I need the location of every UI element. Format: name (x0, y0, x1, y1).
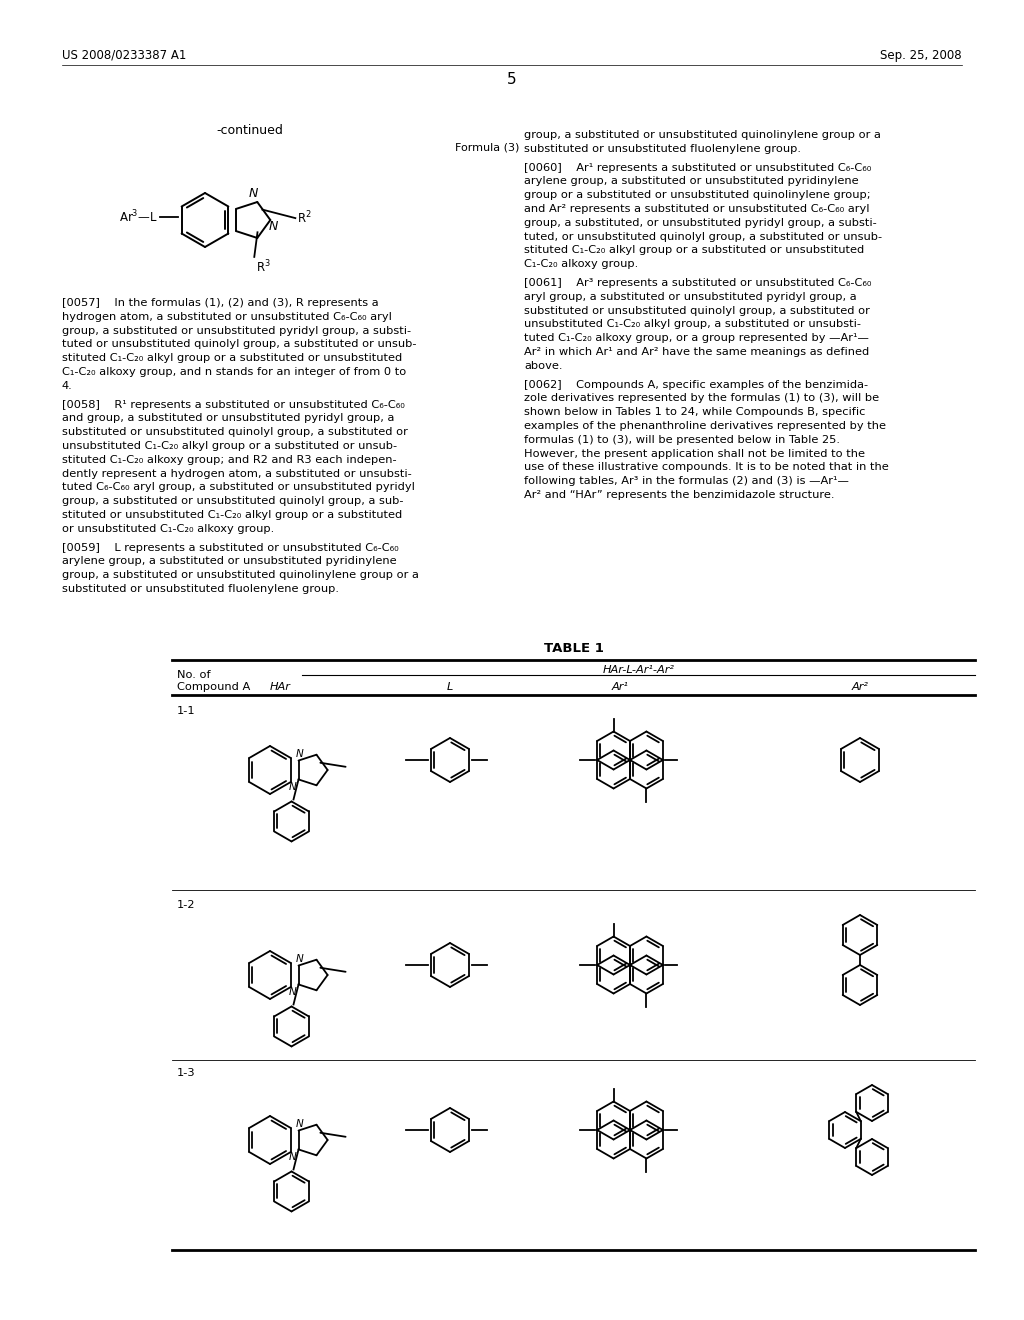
Text: N: N (249, 187, 258, 201)
Text: C₁-C₂₀ alkoxy group.: C₁-C₂₀ alkoxy group. (524, 259, 638, 269)
Text: Formula (3): Formula (3) (455, 143, 519, 153)
Text: [0057]    In the formulas (1), (2) and (3), R represents a: [0057] In the formulas (1), (2) and (3),… (62, 298, 379, 308)
Text: HAr-L-Ar¹-Ar²: HAr-L-Ar¹-Ar² (602, 665, 675, 675)
Text: formulas (1) to (3), will be presented below in Table 25.: formulas (1) to (3), will be presented b… (524, 434, 840, 445)
Text: group or a substituted or unsubstituted quinolinylene group;: group or a substituted or unsubstituted … (524, 190, 870, 201)
Text: stituted C₁-C₂₀ alkyl group or a substituted or unsubstituted: stituted C₁-C₂₀ alkyl group or a substit… (62, 354, 402, 363)
Text: Ar²: Ar² (852, 682, 868, 692)
Text: However, the present application shall not be limited to the: However, the present application shall n… (524, 449, 865, 458)
Text: group, a substituted, or unsubstituted pyridyl group, a substi-: group, a substituted, or unsubstituted p… (524, 218, 877, 228)
Text: C₁-C₂₀ alkoxy group, and n stands for an integer of from 0 to: C₁-C₂₀ alkoxy group, and n stands for an… (62, 367, 407, 378)
Text: unsubstituted C₁-C₂₀ alkyl group, a substituted or unsubsti-: unsubstituted C₁-C₂₀ alkyl group, a subs… (524, 319, 861, 330)
Text: [0062]    Compounds A, specific examples of the benzimida-: [0062] Compounds A, specific examples of… (524, 380, 868, 389)
Text: 1-1: 1-1 (177, 706, 196, 715)
Text: substituted or unsubstituted fluolenylene group.: substituted or unsubstituted fluolenylen… (524, 144, 801, 154)
Text: tuted C₁-C₂₀ alkoxy group, or a group represented by —Ar¹—: tuted C₁-C₂₀ alkoxy group, or a group re… (524, 333, 869, 343)
Text: Ar² in which Ar¹ and Ar² have the same meanings as defined: Ar² in which Ar¹ and Ar² have the same m… (524, 347, 869, 356)
Text: following tables, Ar³ in the formulas (2) and (3) is —Ar¹—: following tables, Ar³ in the formulas (2… (524, 477, 849, 486)
Text: substituted or unsubstituted quinolyl group, a substituted or: substituted or unsubstituted quinolyl gr… (524, 306, 869, 315)
Text: or unsubstituted C₁-C₂₀ alkoxy group.: or unsubstituted C₁-C₂₀ alkoxy group. (62, 524, 274, 533)
Text: No. of: No. of (177, 671, 211, 680)
Text: group, a substituted or unsubstituted pyridyl group, a substi-: group, a substituted or unsubstituted py… (62, 326, 411, 335)
Text: Sep. 25, 2008: Sep. 25, 2008 (881, 49, 962, 62)
Text: hydrogen atom, a substituted or unsubstituted C₆-C₆₀ aryl: hydrogen atom, a substituted or unsubsti… (62, 312, 392, 322)
Text: unsubstituted C₁-C₂₀ alkyl group or a substituted or unsub-: unsubstituted C₁-C₂₀ alkyl group or a su… (62, 441, 397, 451)
Text: [0058]    R¹ represents a substituted or unsubstituted C₆-C₆₀: [0058] R¹ represents a substituted or un… (62, 400, 404, 409)
Text: tuted, or unsubstituted quinolyl group, a substituted or unsub-: tuted, or unsubstituted quinolyl group, … (524, 231, 882, 242)
Text: [0059]    L represents a substituted or unsubstituted C₆-C₆₀: [0059] L represents a substituted or uns… (62, 543, 398, 553)
Text: aryl group, a substituted or unsubstituted pyridyl group, a: aryl group, a substituted or unsubstitut… (524, 292, 857, 302)
Text: [0060]    Ar¹ represents a substituted or unsubstituted C₆-C₆₀: [0060] Ar¹ represents a substituted or u… (524, 162, 871, 173)
Text: N: N (296, 953, 303, 964)
Text: group, a substituted or unsubstituted quinolyl group, a sub-: group, a substituted or unsubstituted qu… (62, 496, 403, 506)
Text: substituted or unsubstituted quinolyl group, a substituted or: substituted or unsubstituted quinolyl gr… (62, 428, 408, 437)
Text: tuted or unsubstituted quinolyl group, a substituted or unsub-: tuted or unsubstituted quinolyl group, a… (62, 339, 417, 350)
Text: N: N (296, 1118, 303, 1129)
Text: Ar² and “HAr” represents the benzimidazole structure.: Ar² and “HAr” represents the benzimidazo… (524, 490, 835, 500)
Text: above.: above. (524, 360, 562, 371)
Text: Ar¹: Ar¹ (611, 682, 629, 692)
Text: tuted C₆-C₆₀ aryl group, a substituted or unsubstituted pyridyl: tuted C₆-C₆₀ aryl group, a substituted o… (62, 482, 415, 492)
Text: stituted or unsubstituted C₁-C₂₀ alkyl group or a substituted: stituted or unsubstituted C₁-C₂₀ alkyl g… (62, 510, 402, 520)
Text: TABLE 1: TABLE 1 (544, 642, 603, 655)
Text: US 2008/0233387 A1: US 2008/0233387 A1 (62, 49, 186, 62)
Text: shown below in Tables 1 to 24, while Compounds B, specific: shown below in Tables 1 to 24, while Com… (524, 407, 865, 417)
Text: Compound A: Compound A (177, 682, 250, 692)
Text: group, a substituted or unsubstituted quinolinylene group or a: group, a substituted or unsubstituted qu… (62, 570, 419, 581)
Text: and Ar² represents a substituted or unsubstituted C₆-C₆₀ aryl: and Ar² represents a substituted or unsu… (524, 205, 869, 214)
Text: N: N (296, 748, 303, 759)
Text: N: N (289, 987, 297, 998)
Text: N: N (269, 220, 279, 234)
Text: use of these illustrative compounds. It is to be noted that in the: use of these illustrative compounds. It … (524, 462, 889, 473)
Text: dently represent a hydrogen atom, a substituted or unsubsti-: dently represent a hydrogen atom, a subs… (62, 469, 412, 479)
Text: and group, a substituted or unsubstituted pyridyl group, a: and group, a substituted or unsubstitute… (62, 413, 394, 424)
Text: R$^3$: R$^3$ (256, 259, 271, 276)
Text: [0061]    Ar³ represents a substituted or unsubstituted C₆-C₆₀: [0061] Ar³ represents a substituted or u… (524, 279, 871, 288)
Text: stituted C₁-C₂₀ alkoxy group; and R2 and R3 each indepen-: stituted C₁-C₂₀ alkoxy group; and R2 and… (62, 455, 396, 465)
Text: arylene group, a substituted or unsubstituted pyridinylene: arylene group, a substituted or unsubsti… (62, 557, 396, 566)
Text: group, a substituted or unsubstituted quinolinylene group or a: group, a substituted or unsubstituted qu… (524, 129, 881, 140)
Text: arylene group, a substituted or unsubstituted pyridinylene: arylene group, a substituted or unsubsti… (524, 177, 859, 186)
Text: N: N (289, 783, 297, 792)
Text: HAr: HAr (269, 682, 291, 692)
Text: -continued: -continued (216, 124, 284, 136)
Text: substituted or unsubstituted fluolenylene group.: substituted or unsubstituted fluolenylen… (62, 583, 339, 594)
Text: L: L (446, 682, 454, 692)
Text: zole derivatives represented by the formulas (1) to (3), will be: zole derivatives represented by the form… (524, 393, 880, 404)
Text: Ar$^3$—L: Ar$^3$—L (119, 209, 158, 226)
Text: R$^2$: R$^2$ (297, 210, 312, 227)
Text: 4.: 4. (62, 380, 73, 391)
Text: examples of the phenanthroline derivatives represented by the: examples of the phenanthroline derivativ… (524, 421, 886, 432)
Text: 1-3: 1-3 (177, 1068, 196, 1078)
Text: N: N (289, 1152, 297, 1163)
Text: 1-2: 1-2 (177, 900, 196, 909)
Text: stituted C₁-C₂₀ alkyl group or a substituted or unsubstituted: stituted C₁-C₂₀ alkyl group or a substit… (524, 246, 864, 255)
Text: 5: 5 (507, 73, 517, 87)
